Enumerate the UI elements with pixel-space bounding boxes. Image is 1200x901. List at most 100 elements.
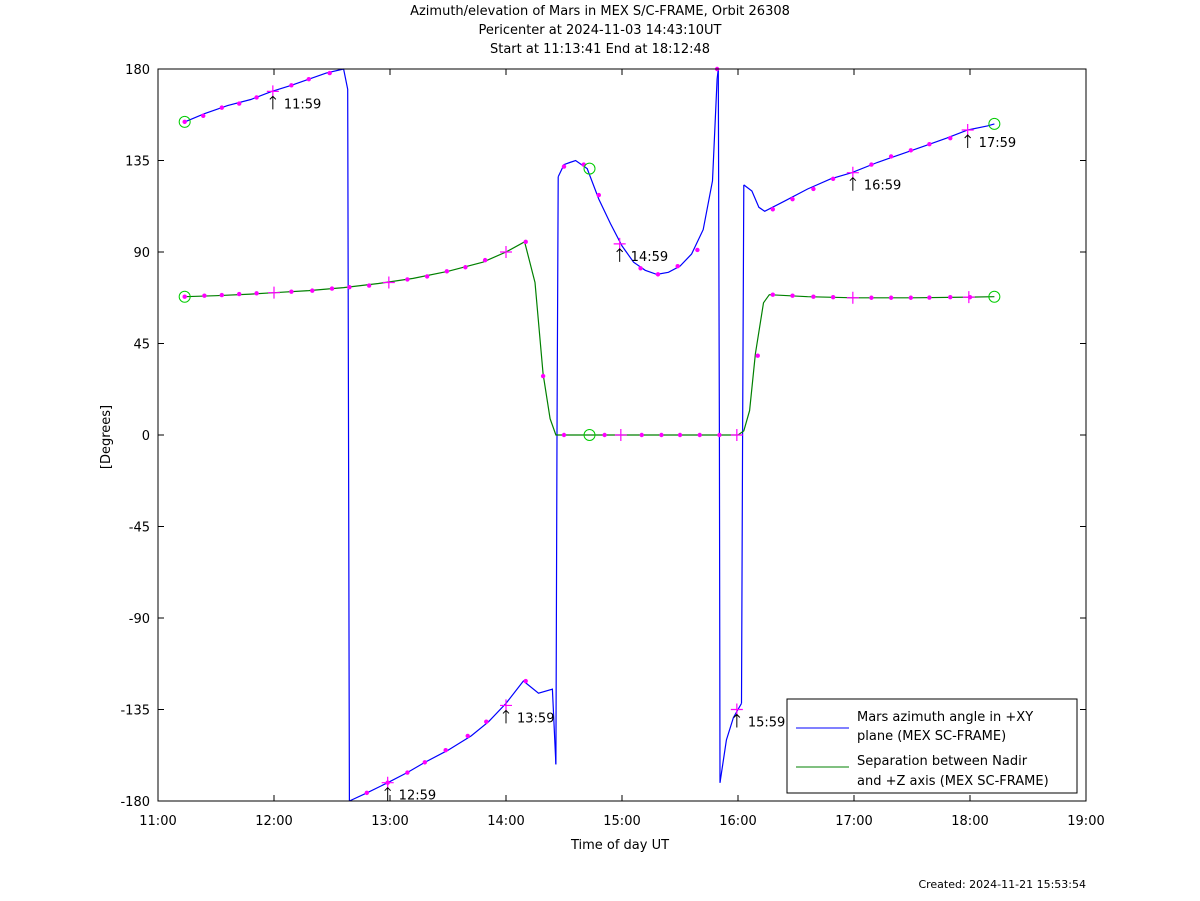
data-point-separation: [482, 257, 488, 263]
data-point-azimuth: [465, 733, 470, 739]
annotation-label: 15:59: [748, 716, 785, 731]
series-line-azimuth: [184, 68, 344, 123]
event-circle-separation: [988, 290, 1001, 303]
data-point-separation: [602, 432, 607, 438]
data-point-azimuth: [443, 747, 448, 753]
data-point-azimuth: [675, 264, 680, 269]
data-point-azimuth: [364, 790, 369, 796]
annotation-arrow: [269, 95, 277, 110]
series-line-azimuth: [740, 184, 745, 704]
data-point-separation: [830, 294, 836, 300]
hour-marker-azimuth: [846, 166, 859, 179]
data-point-azimuth: [888, 154, 894, 159]
data-point-azimuth: [830, 176, 836, 181]
series-line-azimuth: [349, 680, 557, 802]
y-tick-label: 180: [125, 63, 150, 78]
data-point-azimuth: [655, 272, 661, 277]
data-point-separation: [444, 269, 450, 274]
series-line-azimuth: [557, 68, 719, 276]
data-point-separation: [329, 286, 335, 291]
chart-marks: 11:59 12:59 13:59 14:59 15:59 16:59 17:59: [178, 66, 1016, 804]
data-point-azimuth: [948, 135, 953, 141]
data-point-separation: [182, 294, 187, 299]
data-point-separation: [811, 294, 816, 299]
legend-label-azimuth-line-2: plane (MEX SC-FRAME): [857, 729, 1006, 744]
data-point-azimuth: [908, 148, 914, 153]
hour-marker-separation: [500, 246, 512, 258]
data-point-separation: [463, 265, 468, 270]
series-line-azimuth: [343, 68, 350, 802]
y-tick-label: 90: [133, 246, 150, 261]
legend-label-azimuth-line-1: Mars azimuth angle in +XY: [857, 710, 1033, 725]
data-point-azimuth: [254, 95, 259, 100]
data-point-azimuth: [422, 760, 427, 765]
data-point-azimuth: [790, 196, 795, 202]
data-point-separation: [237, 291, 242, 297]
created-timestamp: Created: 2024-11-21 15:53:54: [918, 878, 1086, 891]
data-point-separation: [948, 294, 953, 300]
series-line-separation: [184, 240, 995, 436]
data-point-separation: [659, 432, 664, 438]
data-point-separation: [424, 274, 430, 279]
annotation-arrow: [502, 709, 510, 724]
annotation-label: 17:59: [979, 136, 1016, 151]
data-point-azimuth: [405, 770, 410, 775]
x-tick-label: 17:00: [835, 814, 872, 829]
annotation-arrow: [616, 248, 624, 262]
data-point-separation: [639, 432, 644, 438]
y-tick-label: -45: [129, 521, 150, 536]
chart-title-line-3: Start at 11:13:41 End at 18:12:48: [489, 42, 711, 57]
event-circle-separation: [583, 429, 596, 441]
x-tick-label: 19:00: [1067, 814, 1104, 829]
data-point-azimuth: [523, 678, 528, 684]
annotation-label: 14:59: [631, 250, 668, 265]
data-point-separation: [869, 295, 874, 300]
x-axis-label: Time of day UT: [570, 838, 669, 853]
y-tick-label: -90: [129, 612, 150, 627]
data-point-separation: [540, 373, 546, 379]
chart-title-line-2: Pericenter at 2024-11-03 14:43:10UT: [478, 23, 722, 38]
hour-marker-azimuth: [730, 703, 743, 716]
series-line-azimuth: [743, 123, 995, 212]
legend-box: [786, 698, 1078, 794]
legend-label-separation-line-1: Separation between Nadir: [857, 754, 1028, 769]
annotation-label: 16:59: [864, 179, 901, 194]
event-circle-azimuth: [988, 117, 1001, 130]
legend-label-separation-line-2: and +Z axis (MEX SC-FRAME): [857, 774, 1049, 789]
data-point-separation: [405, 277, 410, 282]
x-tick-label: 16:00: [719, 814, 756, 829]
y-tick-label: 0: [142, 429, 150, 444]
data-point-azimuth: [237, 101, 242, 106]
data-point-separation: [523, 239, 528, 245]
annotation-arrow: [384, 786, 392, 801]
hour-marker-separation: [730, 429, 743, 441]
legend: Mars azimuth angle in +XY plane (MEX SC-…: [786, 698, 1078, 794]
data-point-separation: [790, 293, 795, 298]
y-axis-label: [Degrees]: [99, 405, 114, 469]
data-point-azimuth: [484, 719, 489, 724]
data-point-separation: [927, 295, 932, 300]
data-point-azimuth: [306, 76, 311, 82]
x-tick-label: 18:00: [951, 814, 988, 829]
chart-title-line-1: Azimuth/elevation of Mars in MEX S/C-FRA…: [410, 4, 790, 19]
annotation-label: 11:59: [284, 97, 321, 112]
series-line-azimuth: [555, 176, 559, 765]
data-point-separation: [888, 295, 894, 300]
annotation-label: 13:59: [517, 711, 554, 726]
data-point-azimuth: [289, 83, 294, 88]
annotation-label: 12:59: [399, 789, 436, 804]
y-tick-label: -135: [120, 704, 150, 719]
hour-marker-separation: [614, 429, 627, 441]
hour-marker-azimuth: [613, 237, 626, 250]
data-point-separation: [697, 432, 702, 438]
data-point-separation: [219, 292, 224, 298]
data-point-azimuth: [596, 192, 601, 198]
data-point-azimuth: [770, 207, 775, 212]
data-point-azimuth: [811, 186, 816, 192]
hour-marker-azimuth: [961, 124, 974, 136]
data-point-separation: [289, 289, 294, 294]
series-line-azimuth: [719, 703, 743, 783]
hour-marker-separation: [846, 291, 859, 304]
data-point-azimuth: [638, 266, 643, 271]
hour-marker-separation: [382, 276, 395, 289]
